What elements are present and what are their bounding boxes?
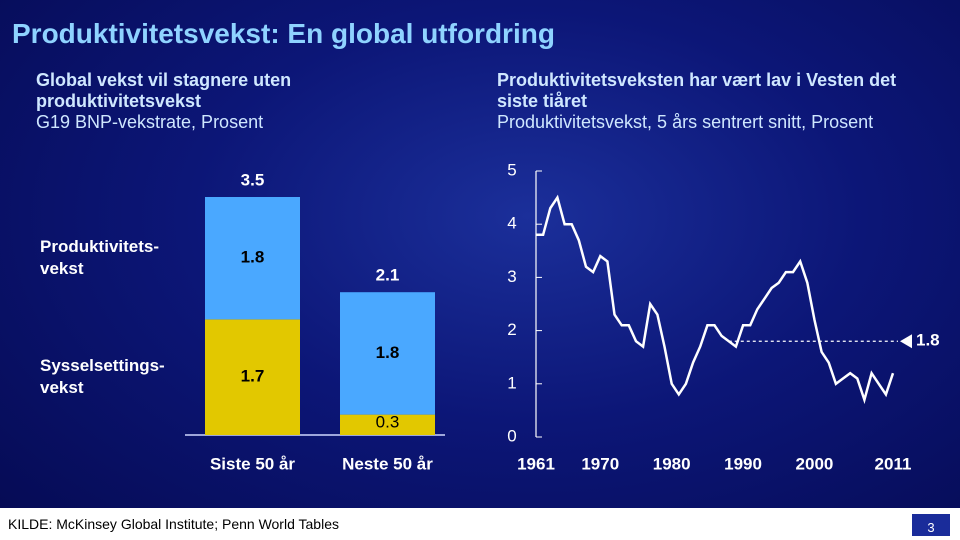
- value-label: 1.8: [241, 248, 265, 267]
- x-tick-label: 1970: [581, 454, 619, 473]
- left-chart-subtitle: G19 BNP-vekstrate, Prosent: [36, 112, 264, 132]
- value-label: 0.3: [376, 412, 400, 431]
- bar-segment: [205, 197, 300, 320]
- slide-title: Produktivitetsvekst: En global utfordrin…: [12, 18, 555, 49]
- y-tick-label: 5: [507, 160, 516, 179]
- x-tick-label: Neste 50 år: [342, 454, 433, 473]
- right-chart-title: Produktivitetsveksten har vært lav i Ves…: [497, 70, 897, 111]
- bar-segment: [205, 319, 300, 435]
- series-label: Sysselsettings- vekst: [40, 356, 165, 398]
- series-label: Produktivitets- vekst: [40, 237, 160, 279]
- reference-marker: [900, 334, 912, 349]
- reference-label: 1.8: [916, 331, 940, 350]
- bar-segment: [340, 414, 435, 435]
- footer-bar: [0, 508, 960, 540]
- x-tick-label: 1990: [724, 454, 762, 473]
- value-label: 1.8: [376, 343, 400, 362]
- source-note: KILDE: McKinsey Global Institute; Penn W…: [8, 516, 339, 532]
- y-tick-label: 1: [507, 373, 516, 392]
- x-tick-label: 2011: [875, 454, 912, 473]
- x-tick-label: 1961: [517, 454, 555, 473]
- total-label: 3.5: [241, 170, 265, 189]
- y-tick-label: 3: [507, 267, 516, 286]
- y-tick-label: 4: [507, 214, 516, 233]
- total-label: 2.1: [376, 266, 400, 285]
- page-number: 3: [912, 514, 950, 536]
- left-chart-title: Global vekst vil stagnere uten produktiv…: [36, 70, 292, 111]
- y-tick-label: 0: [507, 426, 516, 445]
- x-tick-label: 2000: [796, 454, 834, 473]
- x-tick-label: Siste 50 år: [210, 454, 295, 473]
- right-chart-subtitle: Produktivitetsvekst, 5 års sentrert snit…: [497, 112, 874, 132]
- line-series: [536, 194, 895, 405]
- bar-segment: [340, 292, 435, 415]
- y-tick-label: 2: [507, 320, 516, 339]
- x-tick-label: 1980: [653, 454, 691, 473]
- value-label: 1.7: [241, 367, 265, 386]
